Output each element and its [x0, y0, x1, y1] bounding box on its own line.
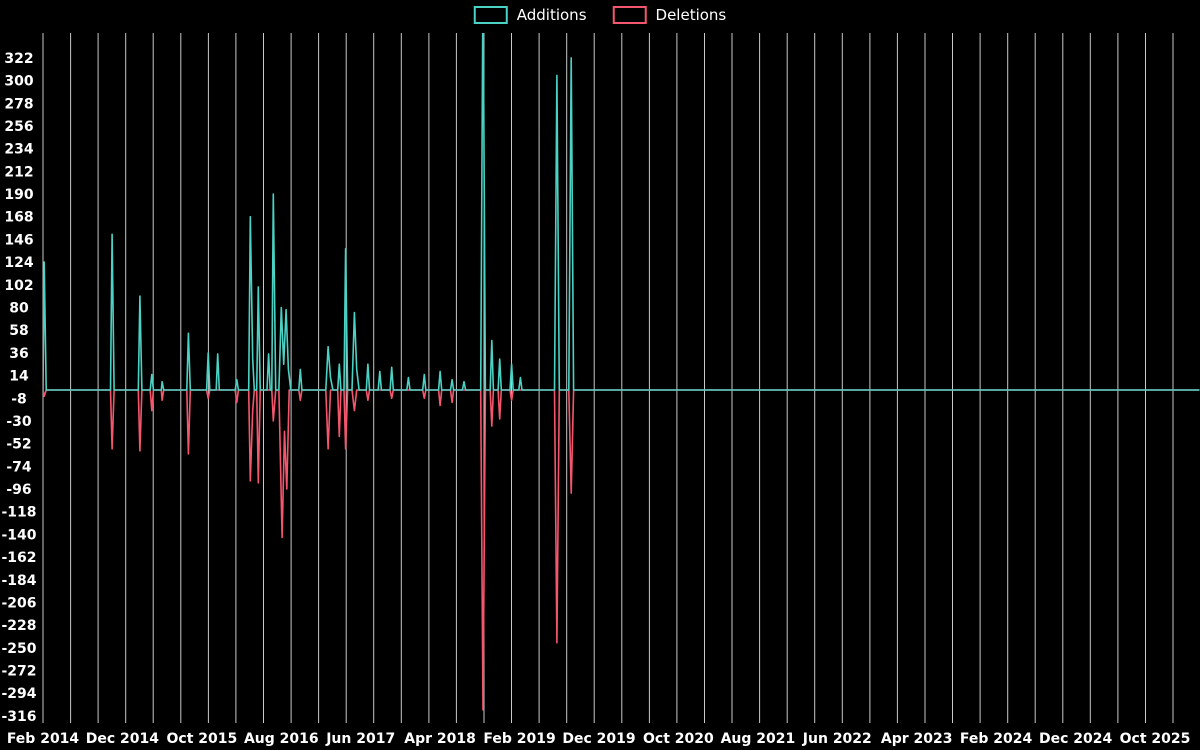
- y-tick-label: -140: [1, 527, 36, 543]
- y-tick-label: 146: [4, 232, 33, 248]
- x-tick-label: Oct 2015: [167, 731, 238, 747]
- x-tick-label: Feb 2024: [960, 731, 1033, 747]
- y-tick-label: 234: [4, 142, 33, 158]
- y-tick-label: -228: [1, 618, 36, 634]
- y-tick-label: -206: [1, 596, 36, 612]
- x-tick-label: Dec 2019: [562, 731, 635, 747]
- chart-legend: Additions Deletions: [473, 6, 727, 24]
- y-tick-label: -52: [6, 437, 31, 453]
- y-tick-label: 102: [4, 278, 33, 294]
- y-tick-label: 168: [4, 210, 33, 226]
- deletions-swatch-icon: [612, 6, 647, 24]
- x-tick-label: Apr 2023: [881, 731, 953, 747]
- y-tick-label: -162: [1, 550, 36, 566]
- y-tick-label: 58: [9, 323, 28, 339]
- y-tick-label: 36: [9, 346, 28, 362]
- y-tick-label: 80: [9, 301, 29, 317]
- y-tick-label: -74: [6, 459, 32, 475]
- y-tick-label: -184: [1, 573, 36, 589]
- x-tick-label: Aug 2021: [721, 731, 796, 747]
- legend-label-deletions: Deletions: [655, 6, 727, 24]
- additions-line: [43, 33, 1200, 391]
- x-tick-label: Oct 2020: [643, 731, 714, 747]
- x-tick-label: Oct 2025: [1120, 731, 1191, 747]
- y-tick-label: -272: [1, 664, 36, 680]
- y-tick-label: 322: [4, 51, 33, 67]
- y-tick-label: 278: [4, 96, 33, 112]
- additions-swatch-icon: [473, 6, 508, 24]
- y-tick-label: -30: [6, 414, 32, 430]
- legend-item-additions[interactable]: Additions: [473, 6, 587, 24]
- legend-item-deletions[interactable]: Deletions: [612, 6, 727, 24]
- x-tick-label: Jun 2017: [325, 731, 395, 747]
- series-group: [43, 33, 1200, 711]
- x-tick-label: Feb 2014: [7, 731, 80, 747]
- y-tick-label: -316: [1, 709, 36, 725]
- x-tick-label: Dec 2024: [1039, 731, 1113, 747]
- y-tick-label: -8: [11, 391, 27, 407]
- y-tick-label: -294: [1, 686, 36, 702]
- x-tick-label: Aug 2016: [244, 731, 319, 747]
- y-tick-label: -250: [1, 641, 36, 657]
- x-tick-label: Apr 2018: [404, 731, 476, 747]
- legend-label-additions: Additions: [516, 6, 587, 24]
- y-tick-label: 300: [4, 74, 33, 90]
- x-tick-label: Feb 2019: [483, 731, 555, 747]
- y-tick-label: 212: [4, 164, 33, 180]
- x-tick-label: Dec 2014: [86, 731, 160, 747]
- deletions-line: [43, 389, 1200, 711]
- y-tick-label: 256: [4, 119, 33, 135]
- y-tick-label: -96: [6, 482, 31, 498]
- y-tick-label: -118: [1, 505, 36, 521]
- y-tick-label: 124: [4, 255, 33, 271]
- y-tick-label: 190: [4, 187, 33, 203]
- x-tick-label: Jun 2022: [802, 731, 872, 747]
- y-tick-label: 14: [9, 369, 29, 385]
